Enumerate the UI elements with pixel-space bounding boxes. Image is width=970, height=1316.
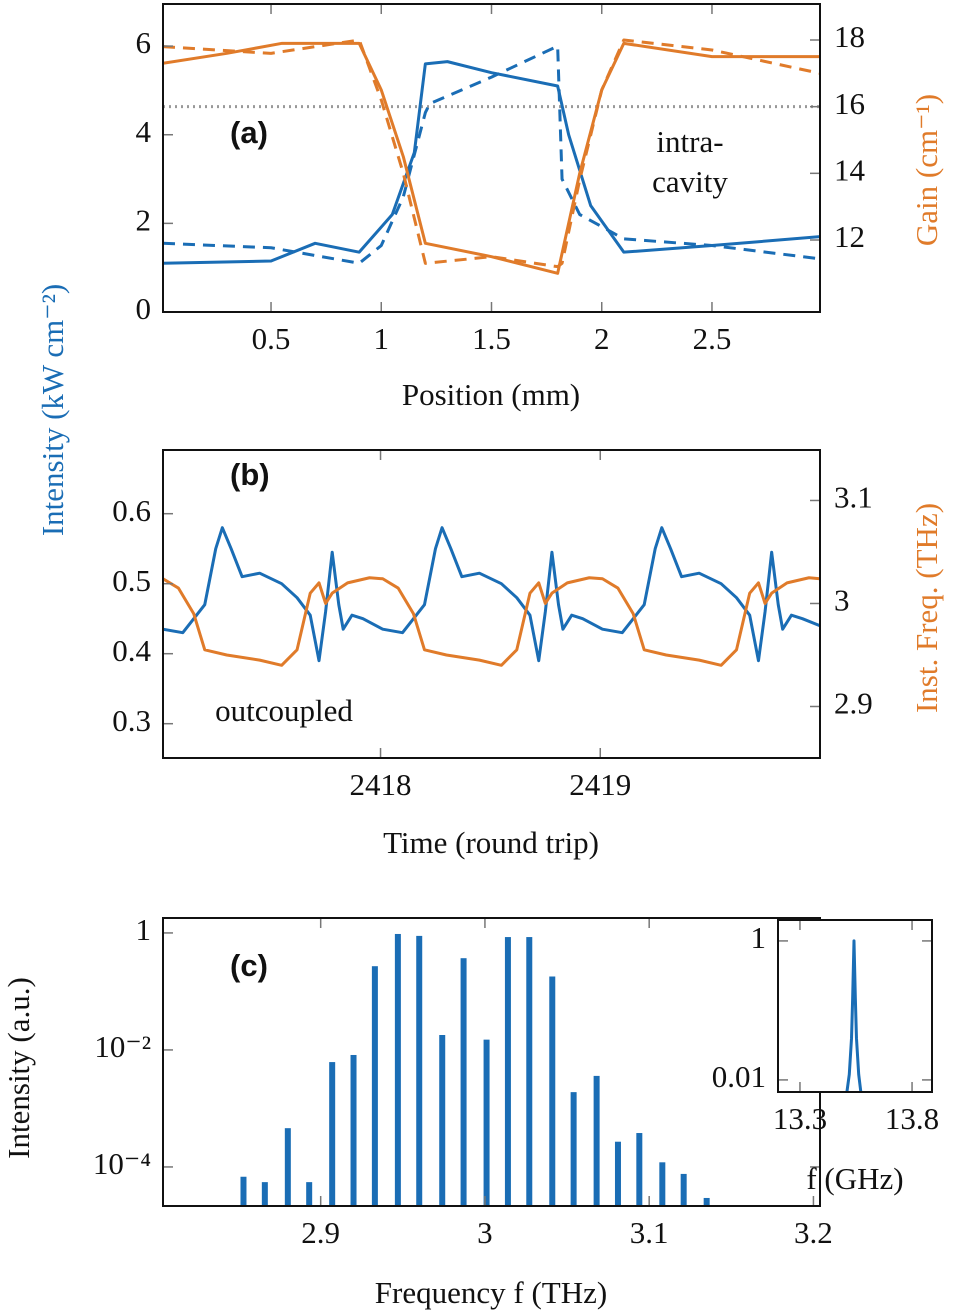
x-tick-label: 13.8: [885, 1101, 939, 1136]
y-tick-label: 0.6: [112, 493, 151, 528]
annotation: (b): [230, 457, 270, 492]
y-axis-label: Intensity (kW cm⁻²): [35, 284, 70, 536]
bar: [483, 1039, 490, 1206]
bar: [614, 1141, 621, 1206]
bar: [460, 958, 467, 1206]
data-line: [163, 60, 820, 265]
x-axis-label: Position (mm): [402, 377, 580, 412]
x-tick-label: 2: [594, 321, 610, 356]
bar: [593, 1075, 600, 1206]
bar: [416, 935, 423, 1206]
data-line: [845, 939, 863, 1092]
x-tick-label: 0.5: [252, 321, 291, 356]
bar: [261, 1182, 268, 1206]
bar: [636, 1133, 643, 1206]
data-line: [163, 38, 820, 269]
x-tick-label: 2418: [350, 767, 412, 802]
bar: [306, 1182, 313, 1206]
x-axis-label: f (GHz): [806, 1161, 903, 1196]
bar: [703, 1197, 710, 1206]
plot-frame: [162, 3, 821, 313]
data-line: [163, 576, 820, 667]
y-tick-label: 0.01: [712, 1059, 766, 1094]
plot-area: [163, 526, 820, 667]
bar: [439, 1035, 446, 1206]
y-tick-label: 2: [136, 202, 152, 237]
panel: 13.3 13.8 1 0.01 f (GHz): [712, 919, 939, 1196]
plot-area: [845, 939, 863, 1092]
y2-tick-label: 18: [834, 19, 865, 54]
panel: 2.9 3 3.1 3.2 1 10⁻² 10⁻⁴ Frequency f (THz) (c): [93, 912, 833, 1310]
plot-frame: [777, 919, 933, 1093]
y-tick-label: 1: [751, 920, 767, 955]
bar: [240, 1176, 247, 1206]
x-axis-label: Time (round trip): [383, 825, 599, 860]
plot-area: [163, 38, 820, 275]
bar: [504, 937, 511, 1206]
plot-frame: [162, 449, 821, 759]
x-tick-label: 1.5: [472, 321, 511, 356]
data-line: [163, 44, 820, 265]
y2-tick-label: 12: [834, 219, 865, 254]
x-tick-label: 2419: [569, 767, 631, 802]
y-tick-label: 4: [136, 114, 152, 149]
bar: [659, 1162, 666, 1206]
bar: [284, 1128, 291, 1206]
x-tick-label: 2.5: [693, 321, 732, 356]
bar: [329, 1062, 336, 1206]
y-tick-label: 0: [136, 291, 152, 326]
y-tick-label: 0.3: [112, 703, 151, 738]
y2-axis-label: Inst. Freq. (THz): [909, 503, 944, 713]
y2-tick-label: 14: [834, 152, 866, 187]
y-tick-label: 10⁻²: [94, 1029, 151, 1064]
y-tick-label: 6: [136, 25, 152, 60]
x-tick-label: 3.1: [630, 1215, 669, 1250]
y-tick-label: 10⁻⁴: [93, 1146, 151, 1181]
annotation: outcoupled: [215, 693, 353, 728]
bar: [371, 966, 378, 1206]
x-tick-label: 2.9: [301, 1215, 340, 1250]
y-tick-label: 1: [136, 912, 152, 947]
annotation: (a): [230, 115, 268, 150]
bar: [549, 976, 556, 1206]
x-tick-label: 3.2: [794, 1215, 833, 1250]
annotation: (c): [230, 948, 268, 983]
y-axis-label: Intensity (a.u.): [1, 977, 36, 1159]
bar: [394, 933, 401, 1206]
bar: [680, 1173, 687, 1206]
plot-area: [240, 933, 710, 1206]
x-tick-label: 13.3: [773, 1101, 827, 1136]
annotation: intra-: [656, 124, 723, 159]
panel: 0.5 1 1.5 2 2.5 0 2 4 6 12 14 16 18 Position (mm) (a) i…: [136, 3, 866, 412]
annotation: cavity: [652, 164, 728, 199]
y-tick-label: 0.5: [112, 563, 151, 598]
bar: [570, 1092, 577, 1206]
bar: [350, 1054, 357, 1206]
panel: 2418 2419 0.3 0.4 0.5 0.6 2.9 3 3.1 Time (round t…: [112, 449, 873, 860]
x-tick-label: 1: [374, 321, 390, 356]
y2-tick-label: 2.9: [834, 686, 873, 721]
x-tick-label: 3: [477, 1215, 493, 1250]
bar: [526, 937, 533, 1206]
y-tick-label: 0.4: [112, 633, 151, 668]
data-line: [163, 526, 820, 663]
y2-axis-label: Gain (cm⁻¹): [909, 94, 944, 246]
y2-tick-label: 3.1: [834, 480, 873, 515]
x-axis-label: Frequency f (THz): [375, 1275, 607, 1310]
y2-tick-label: 16: [834, 86, 865, 121]
y2-tick-label: 3: [834, 583, 850, 618]
